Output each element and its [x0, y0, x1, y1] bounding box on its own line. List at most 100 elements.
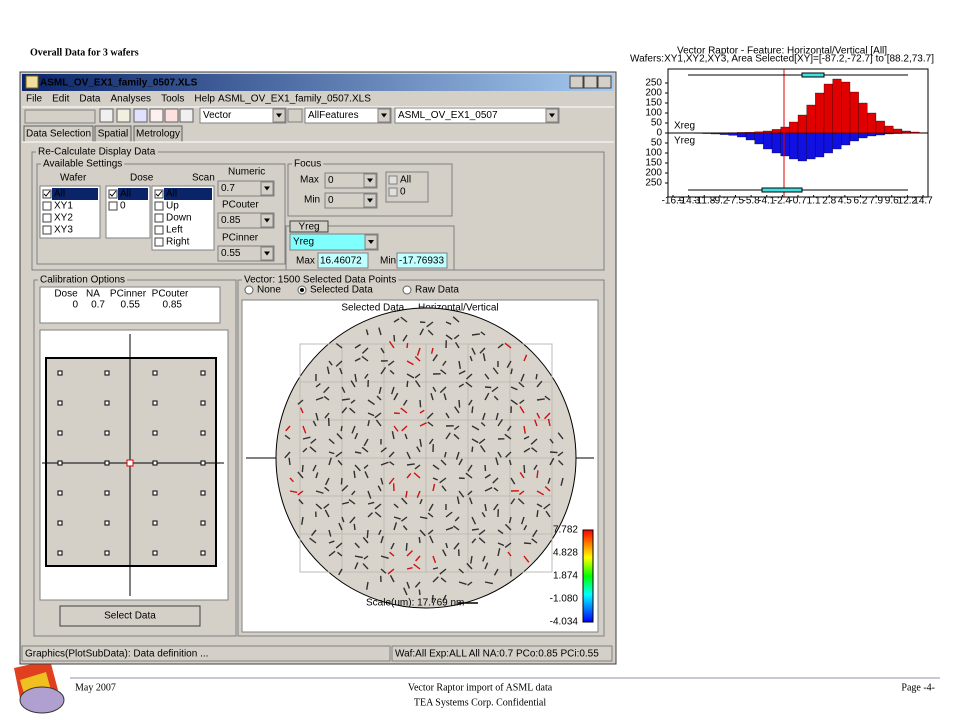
vector-texture: [508, 516, 512, 524]
radio[interactable]: [402, 285, 412, 295]
vector-texture: [364, 373, 369, 379]
list-item: All: [166, 189, 177, 200]
field-value: -17.76933: [399, 256, 444, 267]
tab-label: Metrology: [136, 129, 180, 140]
vector-texture: [491, 386, 499, 393]
checkbox[interactable]: [154, 201, 164, 211]
vector-texture: [310, 438, 317, 444]
vector-texture: [471, 347, 476, 355]
histogram-subtitle: Wafers:XY1,XY2,XY3, Area Selected[XY]=[-…: [630, 54, 934, 65]
field-value: 16.46072: [320, 256, 362, 267]
bar: [815, 92, 825, 134]
vector-texture: [484, 486, 493, 492]
toolbar-button[interactable]: [24, 109, 96, 124]
vector-texture: [340, 425, 343, 432]
vector-texture: [506, 425, 512, 432]
vector-texture: [497, 548, 501, 557]
vector-texture: [484, 386, 492, 389]
vector-texture: [432, 576, 439, 583]
vector-texture: [458, 458, 463, 466]
button[interactable]: [289, 220, 329, 233]
menu-item[interactable]: File: [26, 94, 43, 105]
vector-texture: [377, 485, 382, 492]
text-field: [304, 107, 392, 124]
bar: [867, 112, 877, 134]
toolbar-button[interactable]: [99, 108, 114, 123]
x-tick-label: -14.3: [677, 196, 700, 207]
bar: [858, 102, 868, 134]
vector-texture: [495, 457, 499, 466]
vector-texture: [380, 461, 389, 466]
vector-texture: [403, 587, 408, 596]
vector-texture: [285, 425, 291, 432]
bar: [797, 114, 807, 134]
menu-item[interactable]: Tools: [161, 94, 184, 105]
vector-texture: [389, 461, 395, 466]
vector-texture: [493, 487, 499, 492]
bar: [806, 132, 816, 160]
y-tick-label: 200: [645, 88, 662, 99]
vector-texture: [531, 538, 538, 544]
vector-texture: [497, 542, 505, 547]
toolbar-button[interactable]: [287, 108, 303, 123]
vector-texture: [288, 457, 291, 466]
vector-texture: [402, 334, 408, 342]
vector-texture: [493, 395, 499, 401]
site-marker: [152, 550, 158, 556]
vector-texture: [530, 438, 538, 445]
vector-texture: [353, 523, 356, 531]
vector-texture: [523, 354, 528, 362]
vector-texture: [470, 555, 473, 564]
vector-texture: [536, 490, 545, 496]
checkbox[interactable]: [154, 237, 164, 247]
status-panel: [21, 645, 391, 662]
vector-texture: [366, 529, 369, 538]
vector-texture: [349, 516, 356, 524]
window-button[interactable]: [569, 75, 584, 89]
vector-texture: [466, 562, 473, 570]
vector-texture: [445, 412, 450, 419]
checkbox[interactable]: [108, 201, 118, 211]
text-field: [396, 252, 448, 269]
vector-texture: [315, 490, 324, 494]
menu-item[interactable]: Help: [194, 94, 215, 105]
bar: [875, 132, 885, 136]
vector-texture: [338, 522, 343, 531]
dropdown-arrow: [368, 240, 374, 244]
menu-item[interactable]: Edit: [52, 94, 69, 105]
radio[interactable]: [244, 285, 254, 295]
checkbox[interactable]: [42, 225, 52, 235]
toolbar-button[interactable]: [133, 108, 148, 123]
checkbox[interactable]: [154, 213, 164, 223]
vector-texture: [406, 360, 414, 366]
vector-texture: [468, 399, 473, 406]
vector-texture: [364, 471, 369, 479]
checkbox[interactable]: [42, 201, 52, 211]
vector-texture: [406, 373, 415, 379]
checkbox[interactable]: [42, 213, 52, 223]
toolbar-button[interactable]: [179, 108, 194, 123]
colorbar-label: 1.874: [553, 571, 578, 582]
vector-texture: [432, 477, 438, 481]
menu-item[interactable]: Analyses: [110, 94, 151, 105]
toolbar-button[interactable]: [116, 108, 131, 123]
vector-texture: [302, 447, 308, 453]
button[interactable]: [59, 605, 201, 627]
vector-texture: [484, 581, 493, 585]
window-button[interactable]: [597, 75, 612, 89]
table-cell: 0.85: [163, 300, 183, 311]
toolbar-button[interactable]: [149, 108, 164, 123]
footer-text: TEA Systems Corp. Confidential: [414, 697, 546, 708]
bar: [823, 83, 833, 134]
group-title: Re-Calculate Display Data: [38, 147, 156, 158]
vector-texture: [416, 490, 421, 498]
menu-item[interactable]: Data: [79, 94, 101, 105]
vector-texture: [549, 438, 554, 444]
window-button[interactable]: [583, 75, 598, 89]
vector-texture: [376, 395, 382, 401]
toolbar-button[interactable]: [164, 108, 179, 123]
list-selection: [118, 188, 148, 200]
checkbox[interactable]: [154, 225, 164, 235]
vector-texture: [311, 529, 317, 536]
vector-texture: [531, 447, 538, 453]
